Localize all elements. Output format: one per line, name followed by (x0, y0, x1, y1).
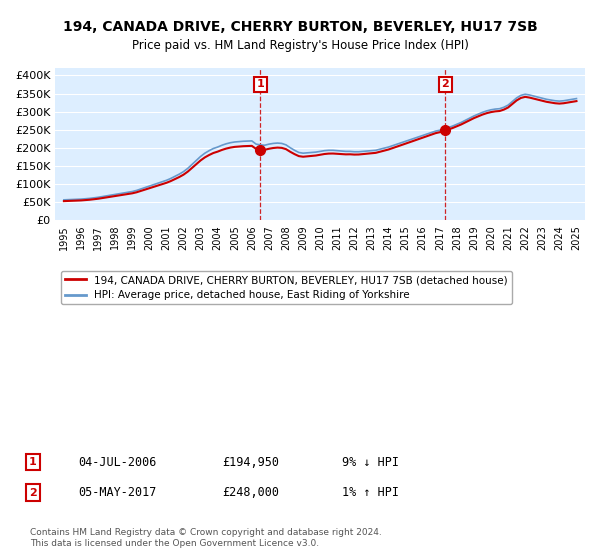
Text: 1: 1 (29, 457, 37, 467)
Legend: 194, CANADA DRIVE, CHERRY BURTON, BEVERLEY, HU17 7SB (detached house), HPI: Aver: 194, CANADA DRIVE, CHERRY BURTON, BEVERL… (61, 271, 512, 305)
Text: 2: 2 (442, 80, 449, 90)
Text: £248,000: £248,000 (222, 486, 279, 500)
Text: 1% ↑ HPI: 1% ↑ HPI (342, 486, 399, 500)
Text: 2: 2 (29, 488, 37, 498)
Text: Contains HM Land Registry data © Crown copyright and database right 2024.
This d: Contains HM Land Registry data © Crown c… (30, 528, 382, 548)
Text: £194,950: £194,950 (222, 455, 279, 469)
Text: 1: 1 (257, 80, 264, 90)
Text: 194, CANADA DRIVE, CHERRY BURTON, BEVERLEY, HU17 7SB: 194, CANADA DRIVE, CHERRY BURTON, BEVERL… (62, 20, 538, 34)
Text: 05-MAY-2017: 05-MAY-2017 (78, 486, 157, 500)
Text: 9% ↓ HPI: 9% ↓ HPI (342, 455, 399, 469)
Text: Price paid vs. HM Land Registry's House Price Index (HPI): Price paid vs. HM Land Registry's House … (131, 39, 469, 52)
Text: 04-JUL-2006: 04-JUL-2006 (78, 455, 157, 469)
